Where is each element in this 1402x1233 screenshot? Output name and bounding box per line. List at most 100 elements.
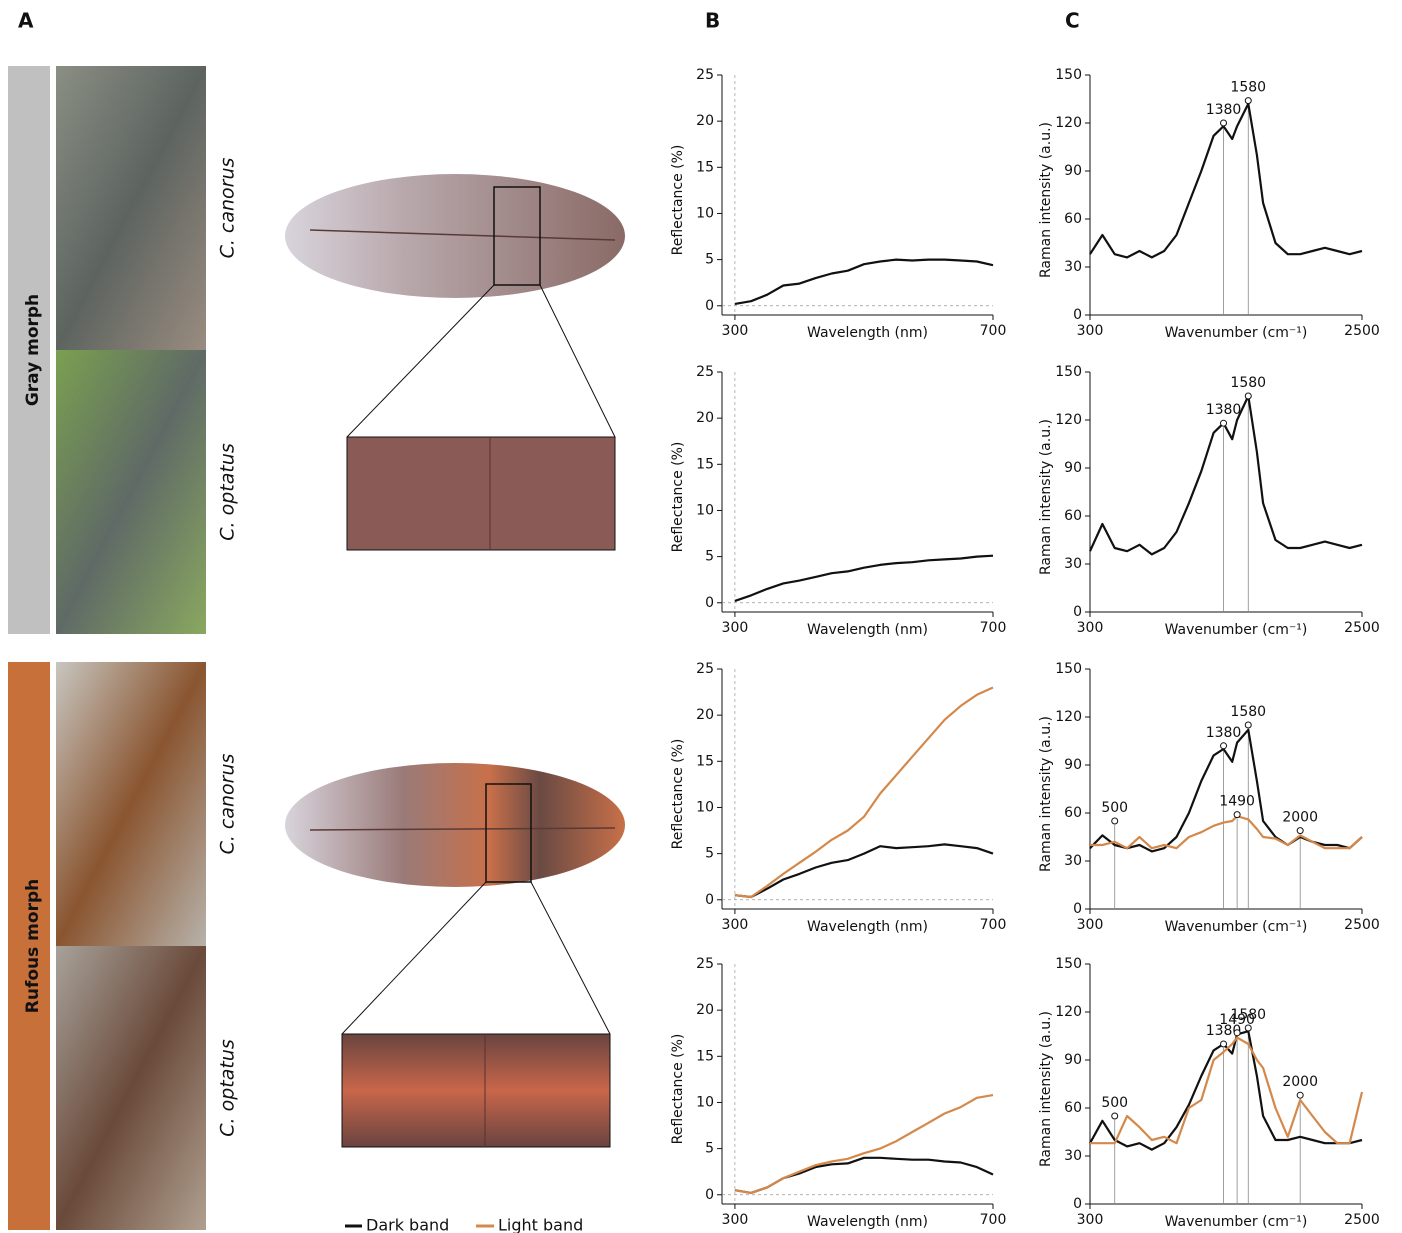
data-line <box>1088 394 1363 556</box>
x-tick-label: 700 <box>980 1212 1007 1228</box>
y-tick-label: 15 <box>696 159 714 175</box>
feather-gray <box>285 174 625 551</box>
y-tick-label: 25 <box>696 661 714 677</box>
y-tick-label: 150 <box>1055 661 1082 677</box>
peak-marker <box>1244 392 1252 400</box>
x-tick-label: 300 <box>722 917 749 933</box>
y-tick-label: 120 <box>1055 115 1082 131</box>
y-axis-label: Raman intensity (a.u.) <box>1038 716 1054 872</box>
peak-marker <box>1233 811 1241 819</box>
y-tick-label: 0 <box>1073 1196 1082 1212</box>
y-tick-label: 10 <box>696 502 714 518</box>
panel-label: B <box>705 9 720 33</box>
y-tick-label: 0 <box>1073 307 1082 323</box>
y-tick-label: 20 <box>696 410 714 426</box>
x-tick-label: 300 <box>1077 1212 1104 1228</box>
y-tick-label: 20 <box>696 707 714 723</box>
data-line <box>1089 1030 1363 1151</box>
x-axis-label: Wavelength (nm) <box>807 1214 928 1230</box>
y-tick-label: 15 <box>696 456 714 472</box>
peak-marker <box>1220 742 1228 750</box>
peak-label: 1580 <box>1230 1007 1266 1023</box>
x-tick-label: 300 <box>722 1212 749 1228</box>
y-tick-label: 0 <box>705 892 714 908</box>
peak-label: 2000 <box>1282 1074 1318 1090</box>
y-tick-label: 30 <box>1064 556 1082 572</box>
morph-label: Gray morph <box>23 294 43 406</box>
y-tick-label: 0 <box>705 1187 714 1203</box>
peak-label: 1580 <box>1230 80 1266 96</box>
peak-marker <box>1220 119 1228 127</box>
peak-marker <box>1244 721 1252 729</box>
x-tick-label: 300 <box>1077 917 1104 933</box>
data-line <box>734 554 994 602</box>
y-tick-label: 10 <box>696 799 714 815</box>
y-tick-label: 15 <box>696 1048 714 1064</box>
y-tick-label: 60 <box>1064 508 1082 524</box>
y-tick-label: 120 <box>1055 412 1082 428</box>
y-tick-label: 20 <box>696 1002 714 1018</box>
data-line <box>734 1094 994 1194</box>
photo <box>56 946 206 1230</box>
legend-label: Dark band <box>366 1216 449 1233</box>
data-line <box>734 1156 994 1194</box>
x-tick-label: 300 <box>722 620 749 636</box>
x-tick-label: 700 <box>980 323 1007 339</box>
peak-label: 2000 <box>1282 810 1318 826</box>
peak-label: 500 <box>1101 1095 1128 1111</box>
x-tick-label: 300 <box>1077 620 1104 636</box>
y-tick-label: 0 <box>705 298 714 314</box>
x-axis-label: Wavenumber (cm⁻¹) <box>1165 622 1308 638</box>
photo <box>56 350 206 634</box>
y-tick-label: 150 <box>1055 67 1082 83</box>
y-tick-label: 0 <box>1073 604 1082 620</box>
peak-marker <box>1296 1091 1304 1099</box>
peak-label: 1380 <box>1206 725 1242 741</box>
peak-label: 1380 <box>1206 1023 1242 1039</box>
x-tick-label: 2500 <box>1344 323 1380 339</box>
y-axis-label: Reflectance (%) <box>670 145 686 256</box>
peak-marker <box>1111 1112 1119 1120</box>
peak-label: 1380 <box>1206 402 1242 418</box>
y-tick-label: 150 <box>1055 956 1082 972</box>
y-tick-label: 30 <box>1064 1148 1082 1164</box>
x-tick-label: 2500 <box>1344 917 1380 933</box>
y-tick-label: 60 <box>1064 1100 1082 1116</box>
x-tick-label: 2500 <box>1344 1212 1380 1228</box>
y-tick-label: 25 <box>696 956 714 972</box>
data-line <box>1089 102 1363 259</box>
y-axis-label: Reflectance (%) <box>670 442 686 553</box>
peak-label: 500 <box>1101 800 1128 816</box>
y-tick-label: 60 <box>1064 805 1082 821</box>
peak-label: 1380 <box>1206 102 1242 118</box>
data-line <box>734 258 994 305</box>
y-tick-label: 25 <box>696 67 714 83</box>
peak-marker <box>1220 1040 1228 1048</box>
y-tick-label: 5 <box>705 846 714 862</box>
y-tick-label: 0 <box>705 595 714 611</box>
peak-marker <box>1244 97 1252 105</box>
peak-marker <box>1296 827 1304 835</box>
morph-bar <box>8 66 50 634</box>
x-tick-label: 300 <box>1077 323 1104 339</box>
y-tick-label: 90 <box>1064 163 1082 179</box>
peak-label: 1580 <box>1230 704 1266 720</box>
data-line <box>734 843 994 899</box>
y-tick-label: 120 <box>1055 709 1082 725</box>
y-tick-label: 15 <box>696 753 714 769</box>
y-tick-label: 60 <box>1064 211 1082 227</box>
y-tick-label: 30 <box>1064 259 1082 275</box>
peak-label: 1490 <box>1219 794 1255 810</box>
data-line <box>1090 1036 1364 1145</box>
x-axis-label: Wavelength (nm) <box>807 622 928 638</box>
peak-marker <box>1111 817 1119 825</box>
peak-label: 1580 <box>1230 375 1266 391</box>
x-tick-label: 700 <box>980 620 1007 636</box>
y-tick-label: 0 <box>1073 901 1082 917</box>
y-axis-label: Raman intensity (a.u.) <box>1038 122 1054 278</box>
y-tick-label: 10 <box>696 1094 714 1110</box>
peak-marker <box>1233 1029 1241 1037</box>
legend-label: Light band <box>498 1216 583 1233</box>
